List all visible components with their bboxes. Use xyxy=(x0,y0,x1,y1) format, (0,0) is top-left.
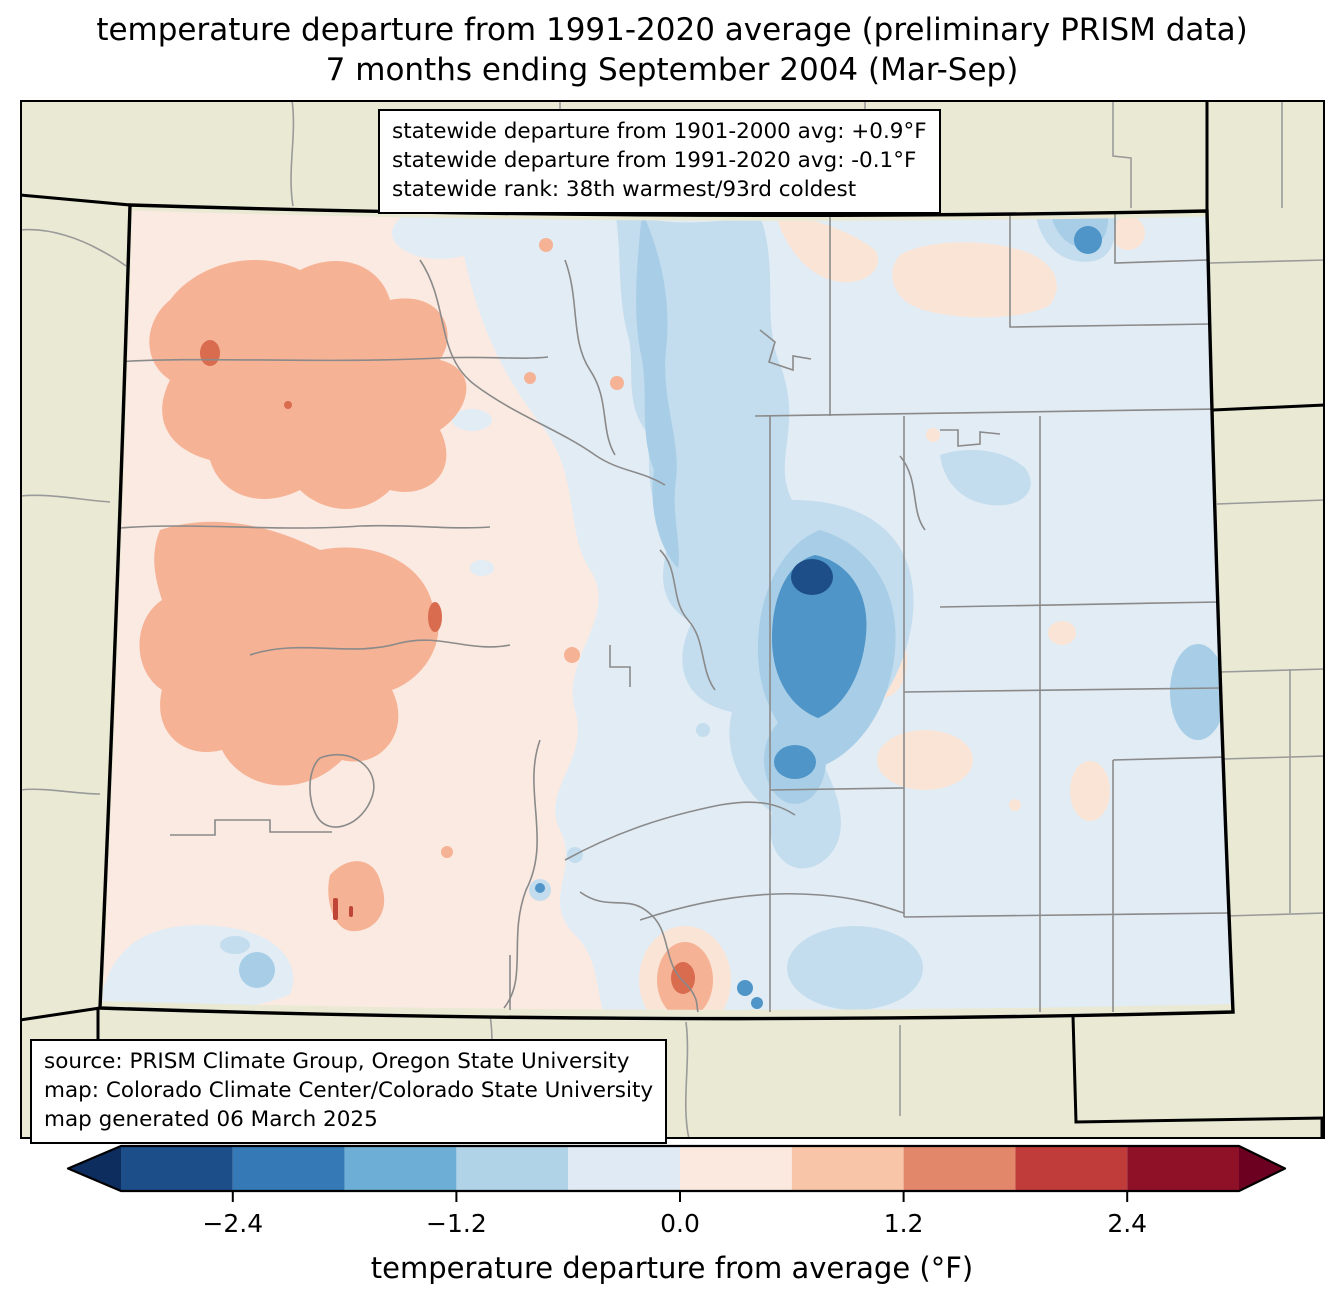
figure-title-line1: temperature departure from 1991-2020 ave… xyxy=(96,12,1248,48)
neighbor-state-borders xyxy=(20,100,1325,1139)
state-border xyxy=(98,203,1235,1021)
stats-line-rank: statewide rank: 38th warmest/93rd coldes… xyxy=(392,177,857,202)
stats-line-1991-2020: statewide departure from 1991-2020 avg: … xyxy=(392,148,917,173)
salmon-blobs xyxy=(139,238,713,1018)
anomaly-field xyxy=(100,205,1233,1019)
colorbar-segments xyxy=(121,1146,1239,1191)
source-attribution-box: source: PRISM Climate Group, Oregon Stat… xyxy=(30,1039,668,1144)
stats-line-1901-2000: statewide departure from 1901-2000 avg: … xyxy=(392,119,927,144)
axes-frame xyxy=(20,100,1325,1139)
generated-date-line: map generated 06 March 2025 xyxy=(44,1107,378,1132)
colorbar-over-arrow xyxy=(1239,1146,1285,1191)
colorbar: −2.4 −1.2 0.0 1.2 2.4 temperature depart… xyxy=(66,1144,1287,1285)
tick-label-neg2.4: −2.4 xyxy=(202,1209,263,1238)
colorbar-under-arrow xyxy=(68,1146,121,1191)
tick-label-2.4: 2.4 xyxy=(1107,1209,1147,1238)
dark-red-dashes xyxy=(333,898,353,920)
figure-title: temperature departure from 1991-2020 ave… xyxy=(0,10,1344,90)
blue-medium-blobs xyxy=(535,226,1102,1009)
statewide-stats-box: statewide departure from 1901-2000 avg: … xyxy=(378,109,941,214)
figure-title-line2: 7 months ending September 2004 (Mar-Sep) xyxy=(325,52,1019,88)
colorbar-ticks xyxy=(231,1191,1129,1202)
colorado-anomaly-map xyxy=(20,100,1325,1139)
colorbar-outline xyxy=(66,1144,1287,1193)
map-credit-line: map: Colorado Climate Center/Colorado St… xyxy=(44,1078,654,1103)
bullseye-core xyxy=(791,559,833,595)
county-lines xyxy=(114,212,1229,1013)
tick-label-0.0: 0.0 xyxy=(660,1209,700,1238)
tick-label-neg1.2: −1.2 xyxy=(426,1209,487,1238)
tick-label-1.2: 1.2 xyxy=(884,1209,924,1238)
source-line: source: PRISM Climate Group, Oregon Stat… xyxy=(44,1049,630,1074)
colorbar-tick-labels: −2.4 −1.2 0.0 1.2 2.4 xyxy=(202,1209,1147,1238)
colorbar-axis-label: temperature departure from average (°F) xyxy=(371,1251,973,1285)
